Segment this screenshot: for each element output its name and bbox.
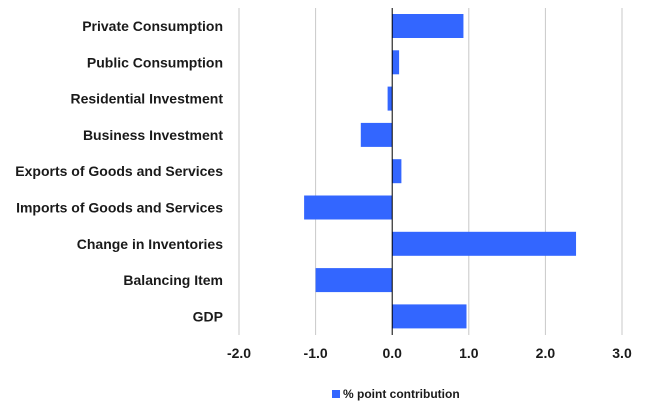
legend-label: % point contribution <box>343 387 460 401</box>
legend-swatch <box>332 390 340 398</box>
bars <box>304 14 577 329</box>
category-label: Exports of Goods and Services <box>15 163 223 179</box>
bar <box>392 14 464 38</box>
bar <box>392 50 400 75</box>
category-label: Change in Inventories <box>77 236 223 252</box>
x-tick-labels: -2.0 -1.0 0.0 1.0 2.0 3.0 <box>227 345 632 361</box>
category-label: Balancing Item <box>123 272 223 288</box>
bar <box>360 122 393 147</box>
grid-lines <box>238 8 623 335</box>
bar <box>392 304 467 329</box>
bar <box>304 195 393 220</box>
x-tick-label: -1.0 <box>304 345 328 361</box>
category-label: Imports of Goods and Services <box>16 200 223 216</box>
bar <box>315 268 393 293</box>
bar <box>392 231 577 256</box>
x-tick-label: -2.0 <box>227 345 251 361</box>
bar <box>392 159 402 184</box>
category-labels: Private Consumption Public Consumption Res… <box>15 18 223 324</box>
bar <box>387 86 393 111</box>
category-label: Residential Investment <box>71 91 224 107</box>
category-label: GDP <box>193 308 223 324</box>
category-label: Private Consumption <box>82 18 223 34</box>
category-label: Public Consumption <box>87 54 223 70</box>
x-tick-label: 3.0 <box>612 345 632 361</box>
x-tick-label: 2.0 <box>536 345 556 361</box>
category-label: Business Investment <box>83 127 223 143</box>
legend: % point contribution <box>332 387 460 401</box>
x-tick-label: 1.0 <box>459 345 479 361</box>
x-tick-label: 0.0 <box>382 345 402 361</box>
